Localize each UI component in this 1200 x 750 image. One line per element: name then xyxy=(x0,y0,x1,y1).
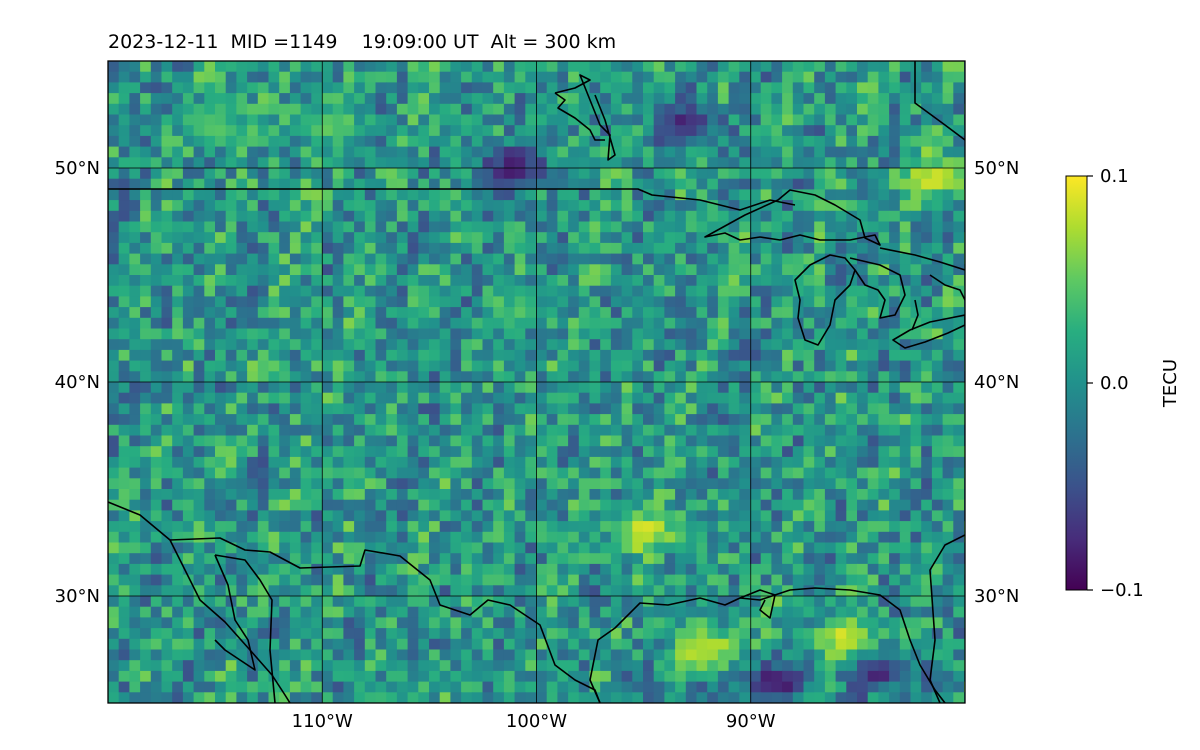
lat-label-left: 40°N xyxy=(55,372,100,393)
map-panel: 50°N 40°N 30°N 50°N 40°N 30°N 110°W 100°W 90°W xyxy=(55,60,1019,732)
title-date: 2023-12-11 xyxy=(108,31,218,53)
gridlines xyxy=(108,61,965,703)
lat-label-left: 50°N xyxy=(55,158,100,179)
lake-erie xyxy=(892,314,965,349)
colorbar-tick-label: 0.1 xyxy=(1100,166,1129,187)
lake-huron xyxy=(849,257,906,319)
map-title: 2023-12-11 MID =1149 19:09:00 UT Alt = 3… xyxy=(108,31,616,53)
title-mid: MID =1149 xyxy=(231,31,338,53)
hudson-bay-coast xyxy=(554,74,616,161)
lat-labels-right: 50°N 40°N 30°N xyxy=(974,158,1019,607)
lon-label: 100°W xyxy=(506,711,567,732)
map-frame xyxy=(107,60,966,704)
lake-michigan xyxy=(794,254,856,346)
tec-heatmap xyxy=(108,61,965,703)
lon-label: 90°W xyxy=(726,711,776,732)
title-altitude: Alt = 300 km xyxy=(491,31,617,53)
lat-labels-left: 50°N 40°N 30°N xyxy=(55,158,100,607)
lon-label: 110°W xyxy=(292,711,353,732)
us-mexico-border xyxy=(169,537,601,703)
florida-coast xyxy=(929,534,965,703)
colorbar-label: TECU xyxy=(1160,359,1181,408)
gulf-coast xyxy=(589,587,946,703)
lat-label-right: 30°N xyxy=(974,586,1019,607)
lat-label-right: 50°N xyxy=(974,158,1019,179)
colorbar-tick-label: −0.1 xyxy=(1100,580,1144,601)
colorbar-ticks: 0.1 0.0 −0.1 xyxy=(1087,166,1144,601)
lat-label-right: 40°N xyxy=(974,372,1019,393)
title-time: 19:09:00 UT xyxy=(362,31,479,53)
coastlines xyxy=(108,61,965,703)
colorbar: 0.1 0.0 −0.1 TECU xyxy=(1065,166,1181,601)
lon-labels: 110°W 100°W 90°W xyxy=(292,711,776,732)
us-canada-border xyxy=(108,188,796,211)
west-coast xyxy=(108,501,291,703)
lake-superior xyxy=(704,189,881,246)
lat-label-left: 30°N xyxy=(55,586,100,607)
colorbar-gradient xyxy=(1065,175,1088,591)
colorbar-tick-label: 0.0 xyxy=(1100,373,1129,394)
